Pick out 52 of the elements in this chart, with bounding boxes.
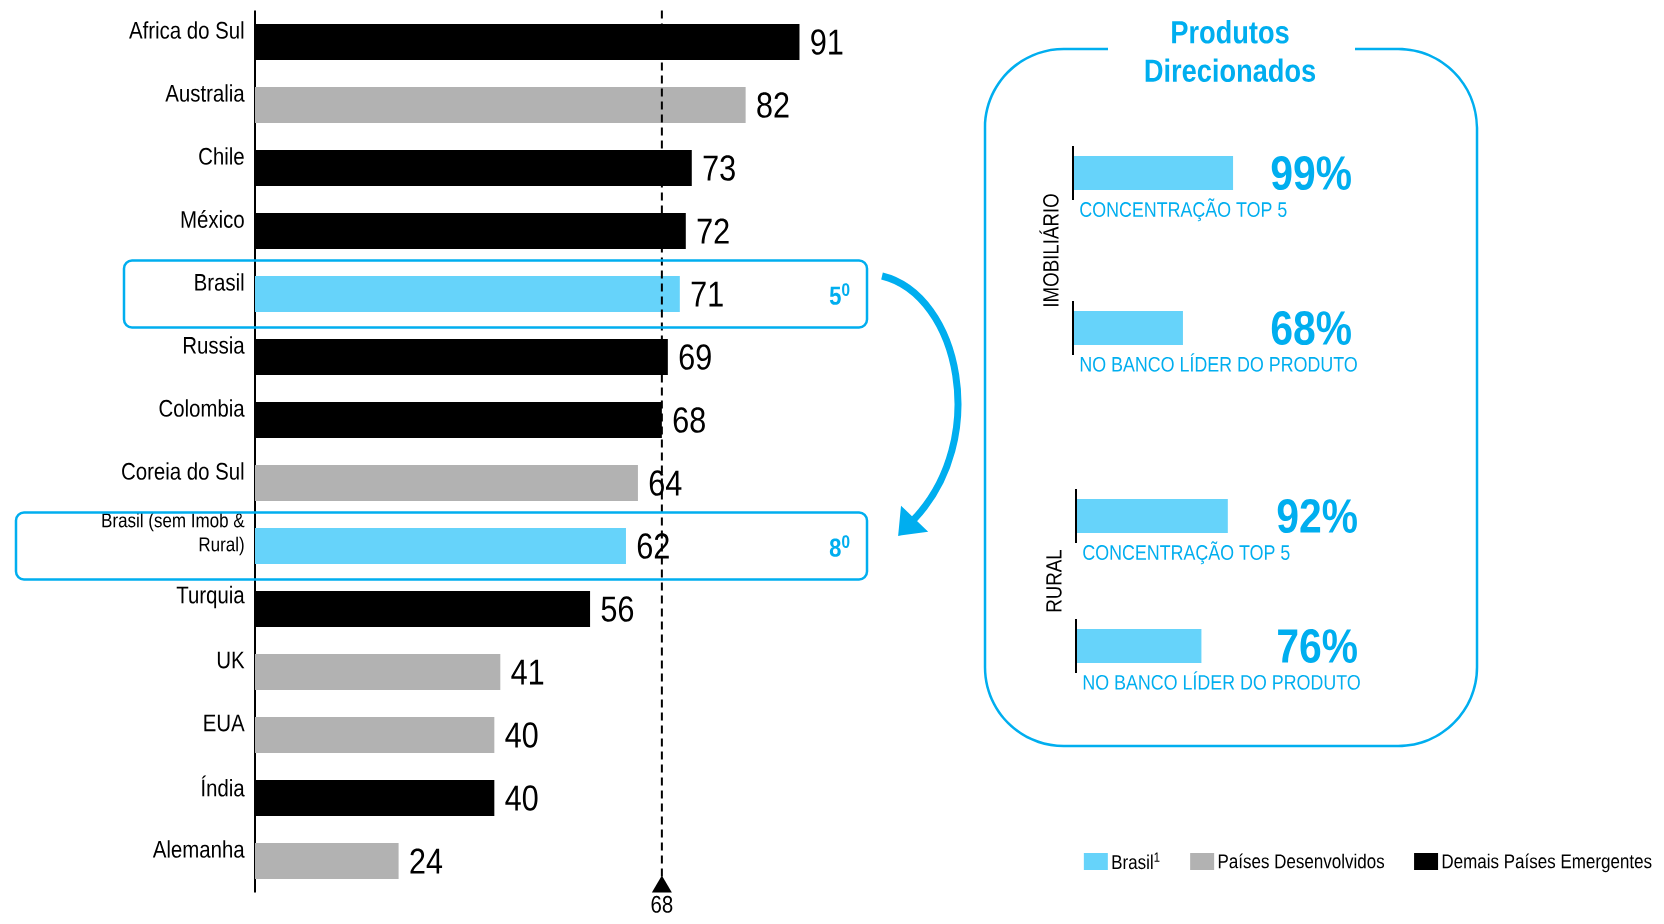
data-label: 72	[697, 218, 729, 244]
data-label: 92%	[1277, 499, 1357, 534]
data-label: 73	[703, 155, 735, 181]
y-tick-label: Russia	[183, 336, 245, 354]
y-axis-title: RURAL	[1046, 549, 1062, 612]
data-label: 91	[811, 29, 843, 55]
data-label: 41	[511, 659, 544, 685]
data-label: 62	[637, 533, 669, 559]
data-label: 40	[505, 722, 538, 748]
legend-label: Brasil$^{1}$	[1112, 852, 1160, 870]
bar	[255, 276, 680, 313]
y-tick-label: Australia	[165, 84, 245, 102]
y-tick-label: Turquia	[176, 585, 245, 609]
y-tick-label: NO BANCO LÍDER DO PRODUTO	[1083, 671, 1360, 690]
data-label: 82	[757, 92, 789, 118]
data-label: 99%	[1271, 156, 1351, 190]
bar	[255, 528, 626, 565]
text: 8$^{0}$	[829, 535, 850, 557]
data-label: 71	[691, 281, 723, 307]
bar	[255, 465, 638, 502]
y-tick-label: NO BANCO LÍDER DO PRODUTO	[1080, 353, 1357, 372]
bar	[255, 717, 495, 754]
y-tick-label: EUA	[204, 714, 245, 732]
y-tick-label: CONCENTRAÇÃO TOP 5	[1080, 198, 1287, 222]
y-tick-label: CONCENTRAÇÃO TOP 5	[1083, 541, 1290, 565]
y-tick-label: Brasil	[195, 273, 244, 291]
data-label: 69	[679, 344, 711, 370]
data-label: 40	[505, 785, 538, 811]
data-label: 68%	[1271, 311, 1351, 345]
chart-title: Produtos Direcionados	[1145, 20, 1316, 82]
legend-label: Demais Países Emergentes	[1442, 853, 1652, 873]
y-tick-label: Colombia	[159, 399, 245, 417]
y-tick-label: Brasil (sem Imob & Rural)	[102, 512, 245, 556]
bar	[255, 843, 399, 880]
y-tick-label: Índia	[201, 775, 245, 797]
ref-line-label: 68	[651, 895, 673, 913]
y-tick-label: UK	[217, 651, 245, 669]
data-label: 56	[601, 596, 634, 622]
bar	[255, 87, 746, 124]
text: 5$^{0}$	[829, 283, 850, 305]
y-tick-label: Africa do Sul	[129, 21, 244, 39]
y-tick-label: Coreia do Sul	[122, 462, 244, 480]
y-tick-label: Alemanha	[152, 840, 245, 858]
data-label: 68	[673, 407, 705, 433]
y-tick-label: Chile	[199, 147, 244, 165]
y-axis-title: IMOBILIÁRIO	[1039, 194, 1059, 306]
data-label: 76%	[1278, 629, 1357, 664]
y-tick-label: México	[181, 210, 244, 228]
legend-label: Países Desenvolvidos	[1218, 853, 1385, 869]
data-label: 24	[410, 848, 443, 874]
data-label: 64	[649, 470, 682, 496]
bar	[255, 654, 501, 691]
